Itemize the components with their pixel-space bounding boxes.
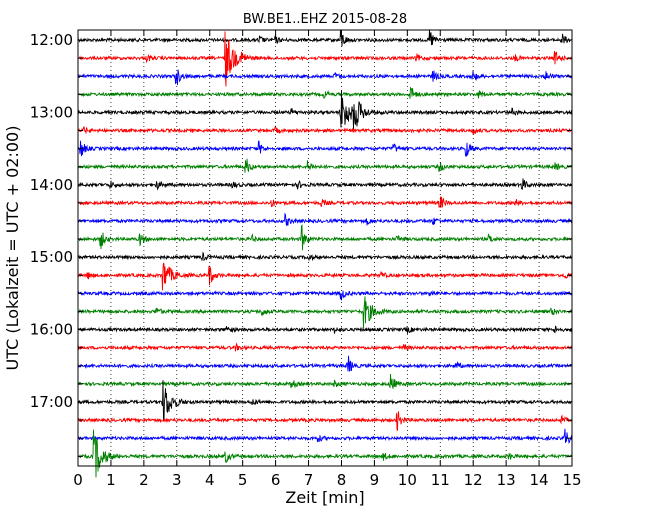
trace-row-21 xyxy=(77,411,573,431)
trace-row-13 xyxy=(77,262,573,291)
x-tick-label: 6 xyxy=(271,471,281,489)
trace-row-16 xyxy=(77,325,573,334)
trace-row-5 xyxy=(77,125,573,136)
x-axis-label: Zeit [min] xyxy=(285,488,364,507)
y-tick-label: 13:00 xyxy=(30,103,73,121)
plot-frame xyxy=(77,29,573,467)
trace-row-10 xyxy=(77,212,573,226)
y-tick-label: 17:00 xyxy=(30,393,73,411)
trace-row-0 xyxy=(77,29,573,47)
y-axis-label: UTC (Lokalzeit = UTC + 02:00) xyxy=(3,126,22,371)
trace-row-1 xyxy=(77,31,573,87)
trace-row-4 xyxy=(77,90,573,130)
x-tick-label: 12 xyxy=(464,471,483,489)
x-tick-label: 8 xyxy=(337,471,347,489)
trace-row-11 xyxy=(77,224,573,251)
trace-row-23 xyxy=(77,429,573,478)
y-tick-label: 16:00 xyxy=(30,321,73,339)
trace-row-14 xyxy=(77,289,573,301)
chart-title: BW.BE1..EHZ 2015-08-28 xyxy=(243,12,407,27)
x-tick-label: 11 xyxy=(431,471,450,489)
x-tick-label: 9 xyxy=(370,471,380,489)
trace-row-18 xyxy=(77,355,572,372)
trace-row-2 xyxy=(77,69,573,86)
y-axis: 12:00 13:00 14:00 15:00 16:00 17:00 xyxy=(30,31,572,457)
trace-row-17 xyxy=(77,342,573,352)
trace-row-19 xyxy=(77,373,573,390)
trace-row-6 xyxy=(77,140,573,157)
trace-row-12 xyxy=(77,251,573,262)
grid-lines xyxy=(110,30,540,466)
trace-row-3 xyxy=(77,87,573,99)
x-axis: 0 1 2 3 4 5 6 7 8 9 10 11 12 13 14 15 xyxy=(73,30,582,489)
trace-row-9 xyxy=(77,196,573,209)
trace-row-22 xyxy=(77,428,573,444)
trace-row-7 xyxy=(77,158,573,173)
x-tick-label: 1 xyxy=(106,471,116,489)
x-tick-label: 14 xyxy=(530,471,549,489)
trace-group xyxy=(77,29,573,478)
trace-row-15 xyxy=(77,296,573,328)
x-tick-label: 5 xyxy=(238,471,248,489)
x-tick-label: 15 xyxy=(562,471,581,489)
x-tick-label: 13 xyxy=(497,471,516,489)
y-tick-label: 14:00 xyxy=(30,176,73,194)
y-tick-label: 12:00 xyxy=(30,31,73,49)
trace-row-20 xyxy=(77,380,573,422)
x-tick-label: 7 xyxy=(304,471,314,489)
x-tick-label: 2 xyxy=(139,471,149,489)
x-tick-label: 10 xyxy=(398,471,417,489)
y-tick-label: 15:00 xyxy=(30,248,73,266)
x-tick-label: 4 xyxy=(205,471,215,489)
x-tick-label: 3 xyxy=(172,471,182,489)
trace-row-8 xyxy=(77,178,573,191)
x-tick-label: 0 xyxy=(73,471,83,489)
